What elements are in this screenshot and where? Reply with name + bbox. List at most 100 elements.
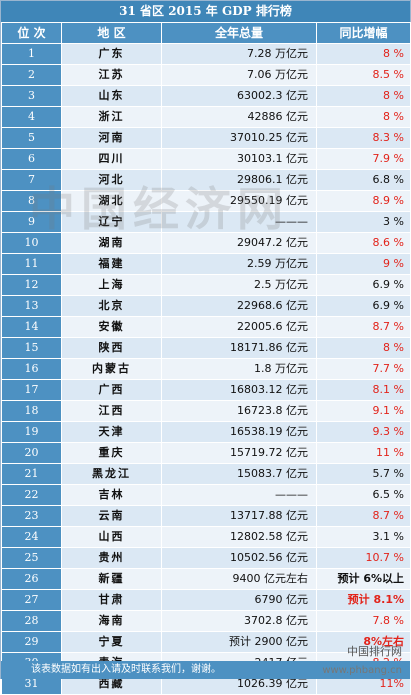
table-row: 3 山东 63002.3 亿元 8 %: [1, 85, 411, 107]
total-cell: 12802.58 亿元: [161, 526, 317, 548]
table-row: 15 陕西 18171.86 亿元 8 %: [1, 337, 411, 359]
total-cell: 16538.19 亿元: [161, 421, 317, 443]
header-rank: 位 次: [1, 22, 62, 44]
region-cell: 新疆: [61, 568, 162, 590]
region-cell: 四川: [61, 148, 162, 170]
header-growth: 同比增幅: [316, 22, 411, 44]
growth-cell: 8.7 %: [316, 316, 411, 338]
rank-cell: 10: [1, 232, 62, 254]
table-row: 27 甘肃 6790 亿元 预计 8.1%: [1, 589, 411, 611]
total-cell: 预计 2900 亿元: [161, 631, 317, 653]
growth-cell: 9.3 %: [316, 421, 411, 443]
rank-cell: 9: [1, 211, 62, 233]
rank-cell: 17: [1, 379, 62, 401]
growth-cell: 8.1 %: [316, 379, 411, 401]
rank-cell: 6: [1, 148, 62, 170]
total-cell: 7.06 万亿元: [161, 64, 317, 86]
region-cell: 江西: [61, 400, 162, 422]
region-cell: 云南: [61, 505, 162, 527]
growth-cell: 预计 8.1%: [316, 589, 411, 611]
header-total: 全年总量: [161, 22, 317, 44]
region-cell: 广西: [61, 379, 162, 401]
table-row: 22 吉林 ——— 6.5 %: [1, 484, 411, 506]
table-row: 1 广东 7.28 万亿元 8 %: [1, 43, 411, 65]
rank-cell: 3: [1, 85, 62, 107]
total-cell: 22005.6 亿元: [161, 316, 317, 338]
table-row: 13 北京 22968.6 亿元 6.9 %: [1, 295, 411, 317]
growth-cell: 6.5 %: [316, 484, 411, 506]
region-cell: 湖南: [61, 232, 162, 254]
total-cell: 29550.19 亿元: [161, 190, 317, 212]
total-cell: 13717.88 亿元: [161, 505, 317, 527]
growth-cell: 7.7 %: [316, 358, 411, 380]
rank-cell: 12: [1, 274, 62, 296]
table-row: 7 河北 29806.1 亿元 6.8 %: [1, 169, 411, 191]
region-cell: 上海: [61, 274, 162, 296]
region-cell: 广东: [61, 43, 162, 65]
total-cell: 16803.12 亿元: [161, 379, 317, 401]
footer-note: 该表数据如有出入请及时联系我们，谢谢。: [1, 661, 410, 679]
region-cell: 浙江: [61, 106, 162, 128]
total-cell: ———: [161, 211, 317, 233]
region-cell: 海南: [61, 610, 162, 632]
rank-cell: 2: [1, 64, 62, 86]
growth-cell: 8.5 %: [316, 64, 411, 86]
header-region: 地 区: [61, 22, 162, 44]
growth-cell: 8 %: [316, 85, 411, 107]
rank-cell: 28: [1, 610, 62, 632]
rank-cell: 16: [1, 358, 62, 380]
growth-cell: 9 %: [316, 253, 411, 275]
total-cell: 2.5 万亿元: [161, 274, 317, 296]
table-row: 24 山西 12802.58 亿元 3.1 %: [1, 526, 411, 548]
total-cell: 6790 亿元: [161, 589, 317, 611]
region-cell: 吉林: [61, 484, 162, 506]
growth-cell: 预计 6%以上: [316, 568, 411, 590]
growth-cell: 8.9 %: [316, 190, 411, 212]
rank-cell: 4: [1, 106, 62, 128]
gdp-table: 位 次 地 区 全年总量 同比增幅 1 广东 7.28 万亿元 8 % 2 江苏 7.06 …: [1, 22, 411, 695]
total-cell: 29806.1 亿元: [161, 169, 317, 191]
region-cell: 北京: [61, 295, 162, 317]
table-row: 11 福建 2.59 万亿元 9 %: [1, 253, 411, 275]
rank-cell: 5: [1, 127, 62, 149]
total-cell: 29047.2 亿元: [161, 232, 317, 254]
table-row: 25 贵州 10502.56 亿元 10.7 %: [1, 547, 411, 569]
rank-cell: 11: [1, 253, 62, 275]
region-cell: 山东: [61, 85, 162, 107]
growth-cell: 8.3 %: [316, 127, 411, 149]
table-row: 17 广西 16803.12 亿元 8.1 %: [1, 379, 411, 401]
region-cell: 河南: [61, 127, 162, 149]
table-row: 10 湖南 29047.2 亿元 8.6 %: [1, 232, 411, 254]
total-cell: 9400 亿元左右: [161, 568, 317, 590]
table-row: 20 重庆 15719.72 亿元 11 %: [1, 442, 411, 464]
table-row: 2 江苏 7.06 万亿元 8.5 %: [1, 64, 411, 86]
table-row: 6 四川 30103.1 亿元 7.9 %: [1, 148, 411, 170]
rank-cell: 25: [1, 547, 62, 569]
rank-cell: 13: [1, 295, 62, 317]
table-row: 23 云南 13717.88 亿元 8.7 %: [1, 505, 411, 527]
region-cell: 黑龙江: [61, 463, 162, 485]
total-cell: 15083.7 亿元: [161, 463, 317, 485]
region-cell: 天津: [61, 421, 162, 443]
table-row: 12 上海 2.5 万亿元 6.9 %: [1, 274, 411, 296]
growth-cell: 10.7 %: [316, 547, 411, 569]
growth-cell: 8.7 %: [316, 505, 411, 527]
growth-cell: 6.9 %: [316, 295, 411, 317]
growth-cell: 8 %: [316, 43, 411, 65]
growth-cell: 3 %: [316, 211, 411, 233]
table-row: 18 江西 16723.8 亿元 9.1 %: [1, 400, 411, 422]
total-cell: 18171.86 亿元: [161, 337, 317, 359]
rank-cell: 21: [1, 463, 62, 485]
region-cell: 陕西: [61, 337, 162, 359]
growth-cell: 8%左右: [316, 631, 411, 653]
rank-cell: 8: [1, 190, 62, 212]
table-row: 29 宁夏 预计 2900 亿元 8%左右: [1, 631, 411, 653]
region-cell: 安徽: [61, 316, 162, 338]
rank-cell: 26: [1, 568, 62, 590]
rank-cell: 24: [1, 526, 62, 548]
growth-cell: 9.1 %: [316, 400, 411, 422]
header-row: 位 次 地 区 全年总量 同比增幅: [1, 22, 411, 44]
rank-cell: 27: [1, 589, 62, 611]
table-row: 21 黑龙江 15083.7 亿元 5.7 %: [1, 463, 411, 485]
